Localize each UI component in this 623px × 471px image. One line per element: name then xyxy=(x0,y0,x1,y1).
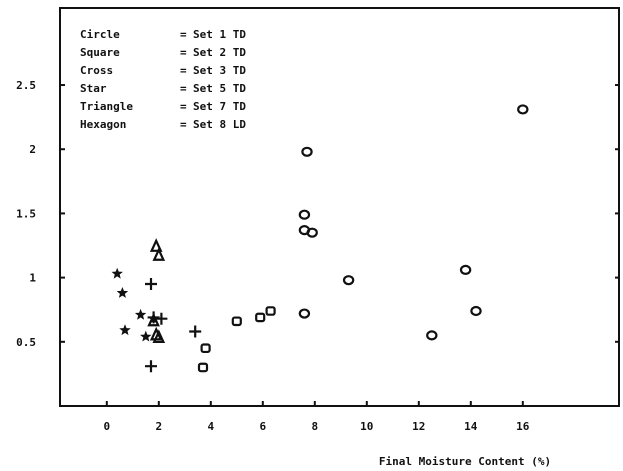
cross-point xyxy=(145,360,157,373)
star-point xyxy=(116,287,129,298)
circle-point xyxy=(459,264,472,276)
circle-point xyxy=(301,146,313,157)
cross-point xyxy=(189,325,202,338)
legend-shape-name: Star xyxy=(80,82,107,95)
legend-shape-name: Circle xyxy=(80,28,120,41)
star-point xyxy=(140,330,152,342)
legend-set-name: Set 1 TD xyxy=(193,28,246,41)
legend-shape-name: Triangle xyxy=(80,100,133,113)
legend-set-name: Set 2 TD xyxy=(193,46,246,59)
x-tick-label: 10 xyxy=(360,420,373,433)
circle-point xyxy=(342,275,355,286)
star-point xyxy=(147,312,160,324)
cross-point xyxy=(145,278,157,291)
star-point xyxy=(134,308,147,320)
square-point xyxy=(231,316,242,327)
legend-shape-name: Hexagon xyxy=(80,118,126,131)
square-point xyxy=(255,312,266,323)
legend-equals: = xyxy=(180,46,187,59)
legend-equals: = xyxy=(180,64,187,77)
x-tick-label: 4 xyxy=(207,420,214,433)
circle-point xyxy=(426,330,438,341)
circle-point xyxy=(298,209,311,220)
y-tick-label: 2.5 xyxy=(16,79,36,92)
triangle-point xyxy=(152,329,166,344)
legend-set-name: Set 7 TD xyxy=(193,100,246,113)
x-tick-label: 14 xyxy=(464,420,478,433)
star-point xyxy=(111,267,123,279)
legend-equals: = xyxy=(180,100,187,113)
cross-point xyxy=(155,312,168,325)
star-point xyxy=(119,324,131,336)
x-tick-label: 16 xyxy=(516,420,530,433)
y-tick-label: 2 xyxy=(29,143,36,156)
legend-equals: = xyxy=(180,118,187,131)
legend-equals: = xyxy=(180,82,187,95)
plot-frame xyxy=(59,7,620,407)
legend-set-name: Set 8 LD xyxy=(193,118,246,131)
data-marks xyxy=(111,104,529,373)
x-tick-label: 12 xyxy=(412,420,425,433)
triangle-point xyxy=(149,238,163,252)
square-point xyxy=(265,306,276,316)
legend: Circle = Set 1 TD Square = Set 2 TD Cross = Set … xyxy=(80,28,246,131)
square-point xyxy=(200,343,211,354)
circle-point xyxy=(298,308,311,319)
legend-equals: = xyxy=(180,28,187,41)
legend-set-name: Set 5 TD xyxy=(193,82,246,95)
x-tick-label: 6 xyxy=(259,420,266,433)
circle-point xyxy=(470,305,482,317)
legend-shape-name: Cross xyxy=(80,64,113,77)
y-tick-label: 1 xyxy=(29,272,36,285)
circle-point xyxy=(517,104,529,115)
x-tick-label: 8 xyxy=(311,420,318,433)
triangle-point xyxy=(152,247,166,261)
circle-point xyxy=(306,227,318,238)
x-axis-title: Final Moisture Content (%) xyxy=(379,455,551,468)
x-tick-label: 0 xyxy=(103,420,110,433)
legend-shape-name: Square xyxy=(80,46,120,59)
x-tick-label: 2 xyxy=(155,420,162,433)
square-point xyxy=(197,362,209,373)
axis-ticks: 0 2 4 6 8 10 12 14 16 0.5 1 1.5 2 2.5 xyxy=(16,79,619,433)
triangle-point xyxy=(147,312,160,327)
y-tick-label: 0.5 xyxy=(16,336,36,349)
y-tick-label: 1.5 xyxy=(16,207,36,220)
legend-set-name: Set 3 TD xyxy=(193,64,246,77)
